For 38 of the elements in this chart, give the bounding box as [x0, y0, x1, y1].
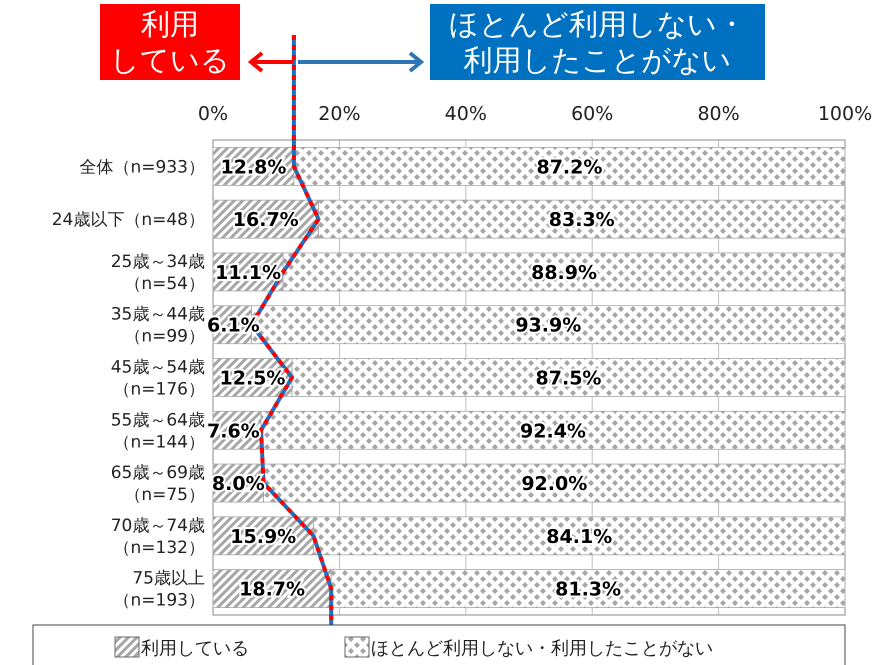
- text: 利用したことがない: [464, 43, 732, 77]
- x-tick-label: 20%: [318, 103, 361, 125]
- data-label: 11.1%: [215, 262, 282, 284]
- data-label: 92.4%: [520, 420, 586, 442]
- x-tick-label: 40%: [444, 103, 487, 125]
- y-tick-label: 35歳～44歳（n=99）: [110, 304, 205, 347]
- text: ほとんど利用しない・: [449, 7, 746, 41]
- y-tick-label: 45歳～54歳（n=176）: [110, 358, 205, 400]
- text: 利用: [141, 7, 199, 41]
- data-label: 16.7%: [232, 209, 299, 232]
- y-tick-label: 全体（n=933）: [80, 157, 205, 178]
- data-label: 83.3%: [548, 209, 615, 232]
- text: している: [110, 43, 230, 77]
- x-tick-label: 60%: [571, 103, 614, 125]
- y-tick-label: 25歳～34歳（n=54）: [110, 252, 205, 294]
- data-label: 12.8%: [220, 156, 286, 178]
- data-label: 7.6%: [207, 420, 260, 442]
- data-label: 8.0%: [212, 473, 265, 496]
- data-label: 88.9%: [531, 262, 598, 284]
- y-tick-label: 55歳～64歳（n=144）: [110, 410, 205, 452]
- data-label: 93.9%: [515, 314, 582, 337]
- legend-label: 利用している: [141, 638, 249, 659]
- data-label: 84.1%: [546, 526, 612, 548]
- data-label: 92.0%: [521, 473, 588, 496]
- y-tick-label: 65歳～69歳（n=75）: [110, 463, 205, 506]
- data-label: 18.7%: [239, 578, 306, 601]
- y-tick-label: 75歳以上（n=193）: [114, 568, 205, 611]
- x-tick-label: 100%: [818, 103, 872, 125]
- data-label: 87.5%: [536, 368, 602, 390]
- y-tick-label: 70歳～74歳（n=132）: [110, 516, 205, 558]
- legend-label: ほとんど利用しない・利用したことがない: [371, 638, 713, 659]
- y-tick-label: 24歳以下（n=48）: [52, 210, 205, 230]
- data-label: 87.2%: [536, 156, 602, 178]
- data-label: 15.9%: [230, 526, 296, 548]
- x-tick-label: 80%: [697, 103, 740, 125]
- data-label: 12.5%: [220, 368, 286, 390]
- data-label: 81.3%: [555, 578, 622, 601]
- x-tick-label: 0%: [198, 103, 228, 125]
